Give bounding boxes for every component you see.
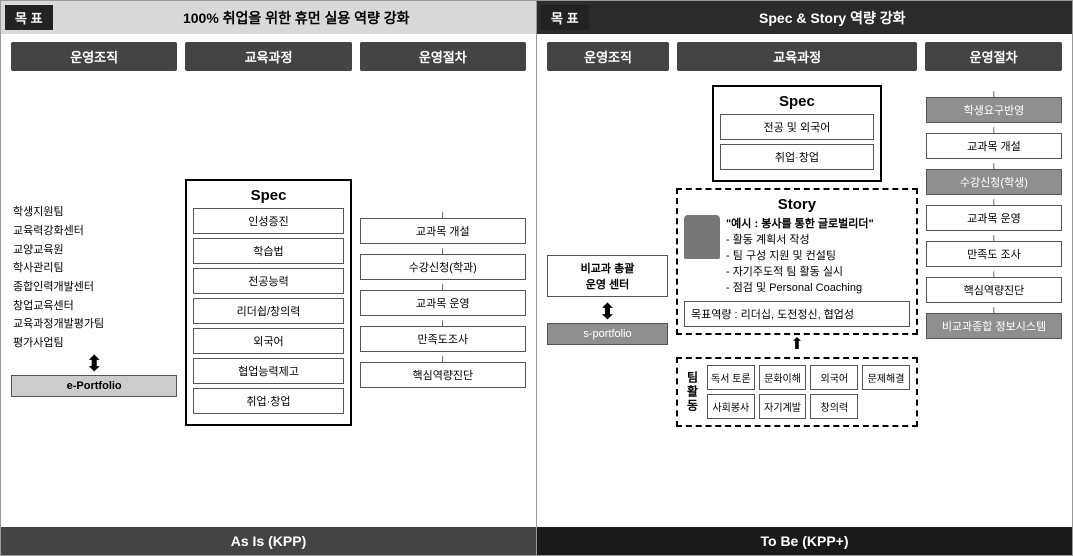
asis-panel: 목 표 100% 취업을 위한 휴먼 실용 역량 강화 운영조직 교육과정 운영… [0,0,537,556]
org-team: 창업교육센터 [13,297,177,316]
spec-item: 취업·창업 [193,388,343,414]
proc-step: 비교과종합 정보시스템 [926,313,1062,339]
asis-process-col: ↓ 교과목 개설 ↓ 수강신청(학과) ↓ 교과목 운영 ↓ 만족도조사 ↓ 핵… [360,85,526,519]
tobe-header: 목 표 Spec & Story 역량 강화 [537,1,1072,34]
tobe-proc-list: 학생요구반영↓교과목 개설↓수강신청(학생)↓교과목 운영↓만족도 조사↓핵심역… [926,97,1062,343]
proc-step: 수강신청(학과) [360,254,526,280]
asis-header: 목 표 100% 취업을 위한 휴먼 실용 역량 강화 [1,1,536,34]
story-bullet: - 자기주도적 팀 활동 실시 [726,263,910,279]
proc-step: 교과목 운영 [926,205,1062,231]
tobe-panel: 목 표 Spec & Story 역량 강화 운영조직 교육과정 운영절차 비교… [537,0,1073,556]
spec-item: 인성증진 [193,208,343,234]
proc-step: 만족도 조사 [926,241,1062,267]
asis-footer: As Is (KPP) [1,527,536,555]
asis-portfolio: e-Portfolio [11,375,177,397]
proc-step: 만족도조사 [360,326,526,352]
spec-item: 전공능력 [193,268,343,294]
asis-col-curr: 교육과정 [185,42,351,71]
tobe-goal-text: Spec & Story 역량 강화 [597,8,1068,28]
org-team: 학사관리팀 [13,259,177,278]
team-activity-box: 팀활동 독서 토론 문화이해 외국어 문제해결 사회봉사 자기계발 창의력 [676,357,918,427]
team-activity-label: 팀활동 [684,365,701,419]
spec-item: 리더쉽/창의력 [193,298,343,324]
teamact-cell: 문화이해 [759,365,807,390]
org-team: 평가사업팀 [13,334,177,353]
asis-goal-text: 100% 취업을 위한 휴먼 실용 역량 강화 [61,8,532,28]
teamact-cell: 독서 토론 [707,365,755,390]
tobe-col-proc: 운영절차 [925,42,1062,71]
tobe-portfolio: s-portfolio [547,323,668,345]
proc-step: 교과목 운영 [360,290,526,316]
tobe-col-org: 운영조직 [547,42,669,71]
updown-arrow-icon: ⬍ [598,303,616,321]
tobe-columns-header: 운영조직 교육과정 운영절차 [537,34,1072,79]
asis-body: 학생지원팀 교육력강화센터 교양교육원 학사관리팀 종합인력개발센터 창업교육센… [1,79,536,527]
teamact-cell: 문제해결 [862,365,910,390]
asis-col-org: 운영조직 [11,42,177,71]
story-bullet: - 팀 구성 지원 및 컨설팅 [726,247,910,263]
proc-step: 핵심역량진단 [360,362,526,388]
org-team: 종합인력개발센터 [13,278,177,297]
teamact-cell: 외국어 [810,365,858,390]
story-bullet: - 점검 및 Personal Coaching [726,279,910,295]
asis-spec-group: Spec 인성증진 학습법 전공능력 리더쉽/창의력 외국어 협업능력제고 취업… [185,179,351,426]
proc-step: 교과목 개설 [360,218,526,244]
proc-step: 수강신청(학생) [926,169,1062,195]
tobe-process-col: ↓ 학생요구반영↓교과목 개설↓수강신청(학생)↓교과목 운영↓만족도 조사↓핵… [926,85,1062,519]
spec-item: 전공 및 외국어 [720,114,873,140]
tobe-footer: To Be (KPP+) [537,527,1072,555]
tobe-spec-group: Spec 전공 및 외국어 취업·창업 [712,85,881,182]
target-competency: 목표역량 : 리더십, 도전정신, 협업성 [684,301,910,327]
asis-org-col: 학생지원팀 교육력강화센터 교양교육원 학사관리팀 종합인력개발센터 창업교육센… [11,85,177,519]
asis-col-proc: 운영절차 [360,42,526,71]
spec-item: 학습법 [193,238,343,264]
spec-item: 외국어 [193,328,343,354]
proc-step: 교과목 개설 [926,133,1062,159]
org-team: 교양교육원 [13,241,177,260]
asis-columns-header: 운영조직 교육과정 운영절차 [1,34,536,79]
tobe-col-curr: 교육과정 [677,42,917,71]
teamact-cell: 사회봉사 [707,394,755,419]
tobe-org-col: 비교과 총괄 운영 센터 ⬍ s-portfolio [547,85,668,519]
proc-step: 핵심역량진단 [926,277,1062,303]
org-team: 교육과정개발평가팀 [13,315,177,334]
center-line: 비교과 총괄 [554,260,661,276]
arrow-up-icon: ⬆ [676,339,918,351]
asis-goal-label: 목 표 [5,5,53,30]
spec-item: 취업·창업 [720,144,873,170]
spec-title: Spec [779,93,815,110]
tobe-goal-label: 목 표 [541,5,589,30]
asis-org-teams: 학생지원팀 교육력강화센터 교양교육원 학사관리팀 종합인력개발센터 창업교육센… [11,203,177,353]
person-icon [684,215,720,259]
proc-step: 학생요구반영 [926,97,1062,123]
tobe-story-box: Story "예시 : 봉사를 통한 글로벌리더" - 활동 계획서 작성 - … [676,188,918,335]
teamact-cell: 자기계발 [759,394,807,419]
teamact-cell: 창의력 [810,394,858,419]
org-team: 학생지원팀 [13,203,177,222]
updown-arrow-icon: ⬍ [85,355,103,373]
tobe-curriculum-col: Spec 전공 및 외국어 취업·창업 Story "예시 : 봉사를 통한 글… [676,85,918,519]
story-example-head: "예시 : 봉사를 통한 글로벌리더" [726,215,910,231]
spec-title: Spec [251,187,287,204]
spec-item: 협업능력제고 [193,358,343,384]
tobe-center-box: 비교과 총괄 운영 센터 [547,255,668,297]
center-line: 운영 센터 [554,276,661,292]
org-team: 교육력강화센터 [13,222,177,241]
team-activity-grid: 독서 토론 문화이해 외국어 문제해결 사회봉사 자기계발 창의력 [707,365,910,419]
story-bullet: - 활동 계획서 작성 [726,231,910,247]
tobe-body: 비교과 총괄 운영 센터 ⬍ s-portfolio Spec 전공 및 외국어… [537,79,1072,527]
asis-curriculum-col: Spec 인성증진 학습법 전공능력 리더쉽/창의력 외국어 협업능력제고 취업… [185,85,351,519]
story-title: Story [684,196,910,213]
